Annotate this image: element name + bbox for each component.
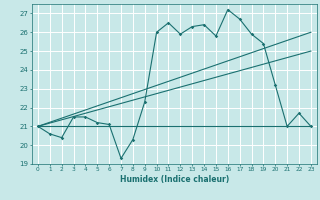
X-axis label: Humidex (Indice chaleur): Humidex (Indice chaleur): [120, 175, 229, 184]
